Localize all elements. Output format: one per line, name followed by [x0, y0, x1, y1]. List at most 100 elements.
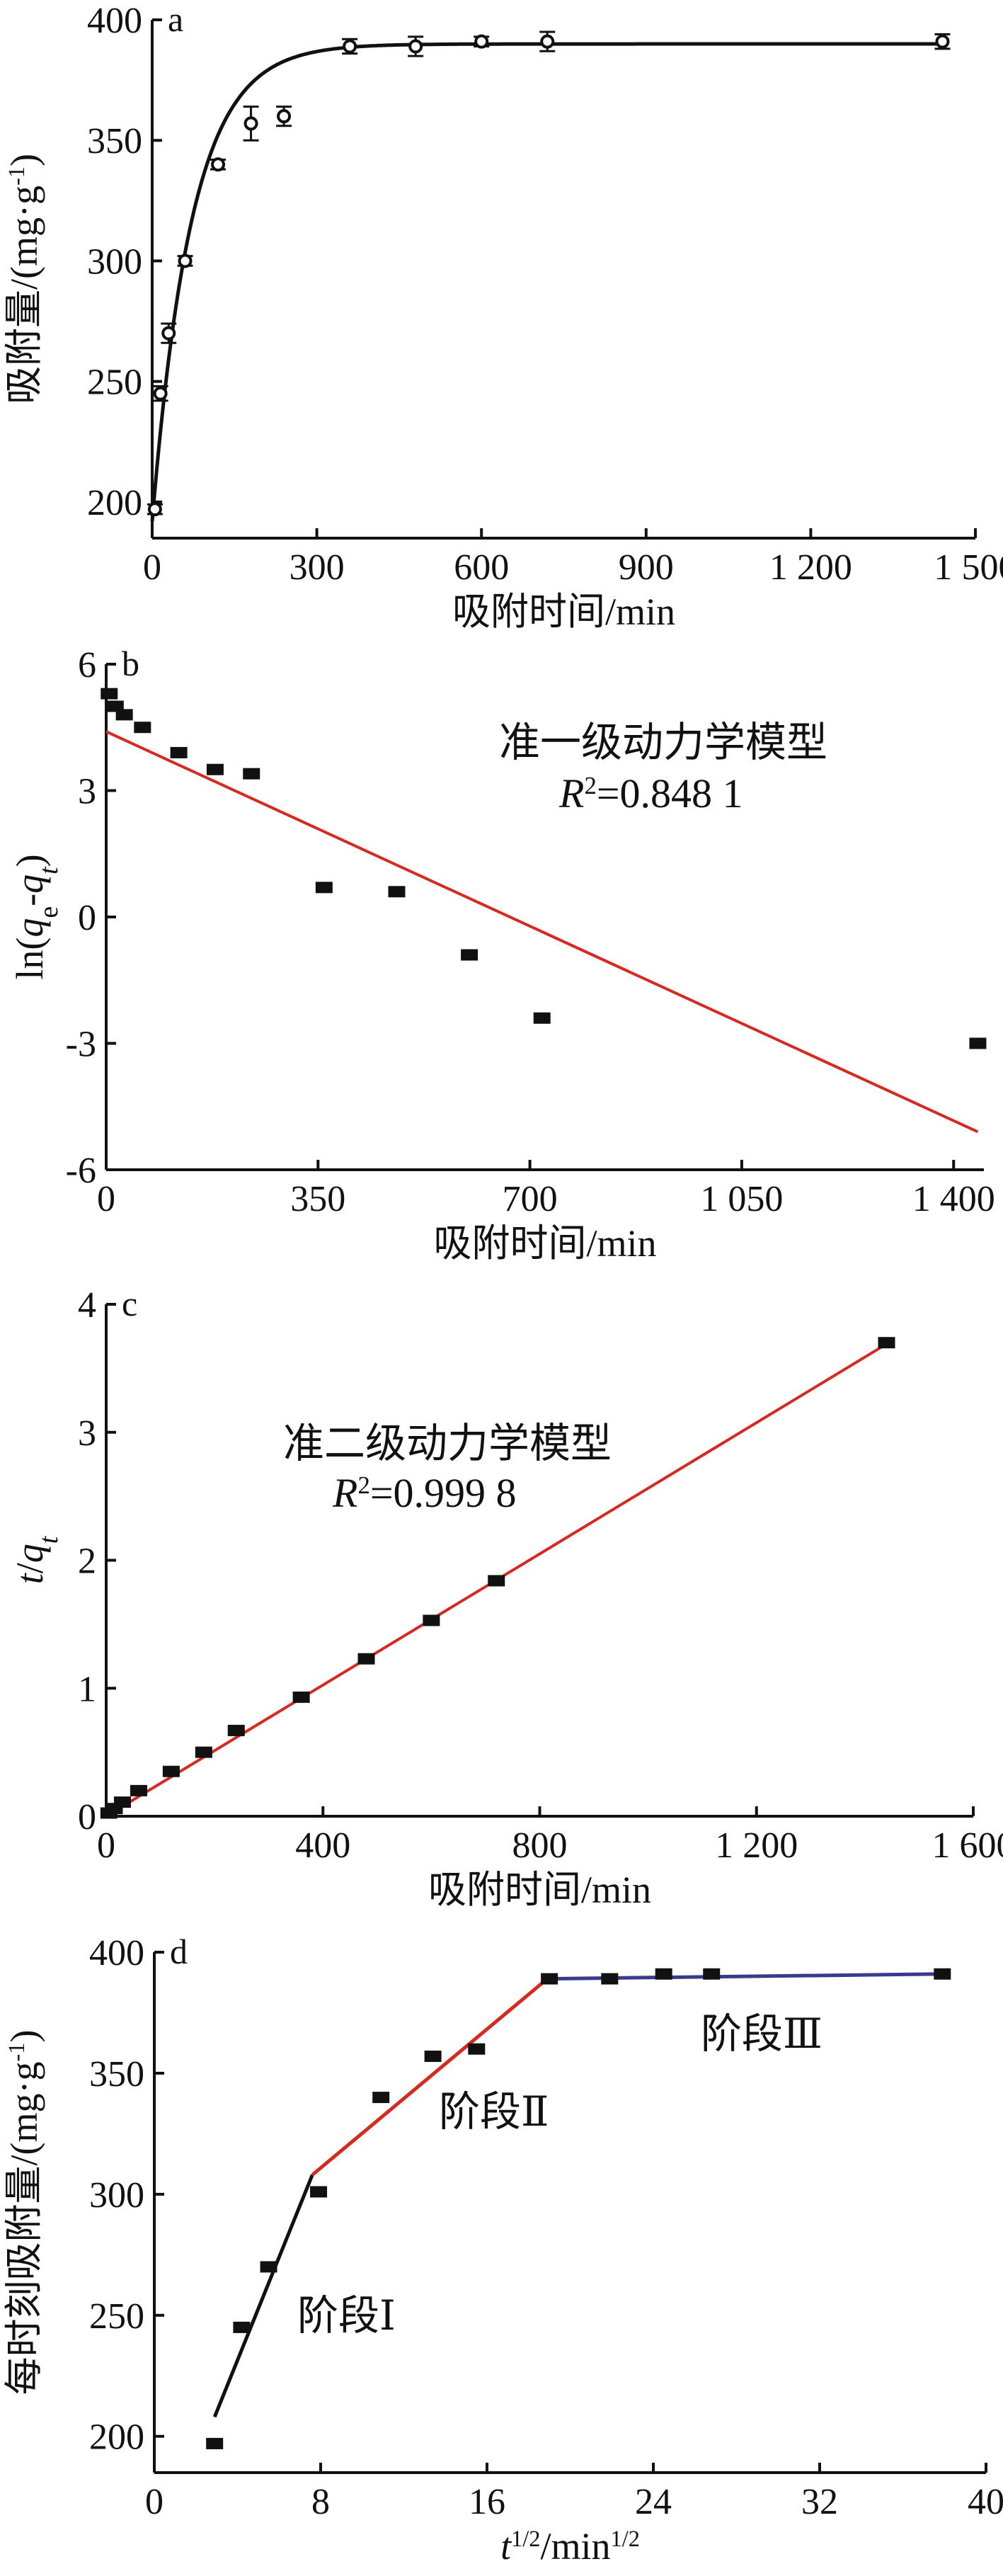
data-point — [243, 116, 258, 131]
data-point — [969, 1037, 987, 1049]
y-tick-label: 200 — [87, 483, 142, 523]
chart-panel-c: 0 400 800 1 200 1 600 0 1 2 3 4c 吸附时间/min t/qt 准二级动力… — [8, 1284, 1003, 1911]
x-tick-label: 800 — [512, 1825, 568, 1866]
data-point — [408, 39, 423, 54]
stage-label-3: 阶段Ⅲ — [701, 2011, 823, 2057]
x-tick-label: 0 — [143, 547, 161, 588]
data-point — [461, 949, 478, 961]
y-tick-label: 350 — [89, 2054, 144, 2095]
x-tick-label: 1 600 — [932, 1825, 1003, 1866]
fit-line — [105, 730, 979, 1134]
y-axis-title: 每时刻吸附量/(mg·g-1) — [3, 2030, 45, 2395]
data-point — [388, 886, 406, 898]
y-tick-label: 0 — [78, 1797, 96, 1837]
data-point — [540, 34, 555, 49]
data-point — [227, 1724, 245, 1736]
y-tick-label: 6 — [78, 645, 96, 685]
data-point — [878, 1337, 895, 1349]
r-squared-label: R2=0.848 1 — [558, 770, 743, 816]
x-axis-title: 吸附时间/min — [452, 591, 675, 633]
chart-panel-b: 0 350 700 1 050 1 400 -6 -3 0 3 6 b 吸附时间/min ln(qe-q… — [8, 644, 995, 1265]
fit-curve — [150, 42, 943, 522]
x-tick-label: 24 — [635, 2482, 672, 2522]
data-point — [935, 34, 950, 49]
chart-panel-a: 0 300 600 900 1 200 1 500 200 250 300 350 400 a 吸附时间… — [3, 0, 1003, 633]
y-axis-title: 吸附量/(mg·g-1) — [3, 154, 45, 404]
panel-letter: a — [168, 0, 183, 39]
y-tick-label: 400 — [89, 1933, 144, 1973]
data-point — [372, 2092, 390, 2104]
x-tick-label: 0 — [145, 2482, 164, 2522]
x-tick-label: 300 — [290, 547, 345, 588]
data-point — [162, 1765, 180, 1777]
data-point — [488, 1575, 505, 1587]
panel-letter: b — [122, 644, 139, 683]
data-point — [195, 1746, 212, 1758]
stage-label-1: 阶段Ⅰ — [297, 2293, 396, 2339]
data-point — [315, 882, 333, 894]
data-point — [601, 1973, 619, 1985]
data-point — [147, 502, 162, 517]
y-tick-label: -3 — [66, 1025, 96, 1065]
y-tick-label: 3 — [78, 1413, 96, 1454]
data-point — [292, 1691, 310, 1703]
panel-letter: d — [170, 1932, 188, 1971]
model-title: 准二级动力学模型 — [283, 1420, 612, 1466]
y-tick-label: 350 — [87, 121, 142, 161]
data-point — [934, 1968, 951, 1980]
data-point — [233, 2321, 251, 2333]
x-tick-label: 1 500 — [934, 547, 1003, 588]
x-tick-label: 8 — [311, 2482, 330, 2522]
data-point — [153, 386, 168, 401]
data-point — [130, 1784, 147, 1796]
y-tick-label: 1 — [78, 1669, 96, 1709]
x-tick-label: 350 — [290, 1179, 345, 1219]
y-axis-title: t/qt — [8, 1535, 64, 1584]
data-point — [423, 1614, 440, 1626]
data-point — [424, 2051, 442, 2062]
x-tick-label: 40 — [968, 2482, 1003, 2522]
y-tick-label: 4 — [78, 1285, 96, 1326]
data-point — [260, 2261, 277, 2273]
data-point — [243, 768, 260, 780]
x-tick-label: 1 050 — [700, 1179, 783, 1219]
x-tick-label: 900 — [619, 547, 674, 588]
data-point — [468, 2043, 486, 2055]
y-tick-label: 250 — [87, 363, 142, 403]
chart-panel-d: 0 8 16 24 32 40 200 250 300 350 400 d t1/2/min1/2 每时刻… — [3, 1932, 1003, 2568]
data-point — [101, 688, 118, 700]
r-squared-label: R2=0.999 8 — [332, 1470, 517, 1516]
x-tick-label: 600 — [454, 547, 509, 588]
x-tick-label: 400 — [295, 1825, 350, 1866]
x-tick-label: 1 200 — [715, 1825, 798, 1866]
x-axis-title: 吸附时间/min — [428, 1869, 651, 1911]
y-tick-label: 3 — [78, 772, 96, 812]
data-point — [357, 1653, 375, 1665]
data-point — [310, 2186, 328, 2198]
data-point — [655, 1968, 672, 1980]
data-point — [170, 746, 188, 758]
y-tick-label: 2 — [78, 1541, 96, 1582]
x-axis-title: t1/2/min1/2 — [500, 2525, 640, 2568]
data-point — [541, 1973, 558, 1985]
model-title: 准一级动力学模型 — [499, 719, 827, 765]
data-point — [211, 157, 226, 172]
y-axis-title: ln(qe-qt) — [8, 854, 64, 979]
y-tick-label: 0 — [78, 898, 96, 938]
data-point — [178, 253, 193, 268]
x-tick-label: 1 400 — [912, 1179, 995, 1219]
data-point — [703, 1968, 721, 1980]
x-tick-label: 0 — [97, 1825, 115, 1866]
x-tick-label: 1 200 — [769, 547, 852, 588]
y-tick-label: 200 — [89, 2417, 144, 2458]
data-point — [474, 34, 489, 49]
data-point — [343, 39, 357, 54]
y-tick-label: 400 — [87, 1, 142, 41]
y-tick-label: 300 — [87, 241, 142, 282]
data-point — [134, 722, 151, 734]
data-point — [206, 763, 224, 775]
stage-line-1 — [212, 2174, 314, 2418]
data-point — [206, 2437, 224, 2449]
x-axis-title: 吸附时间/min — [433, 1222, 656, 1265]
